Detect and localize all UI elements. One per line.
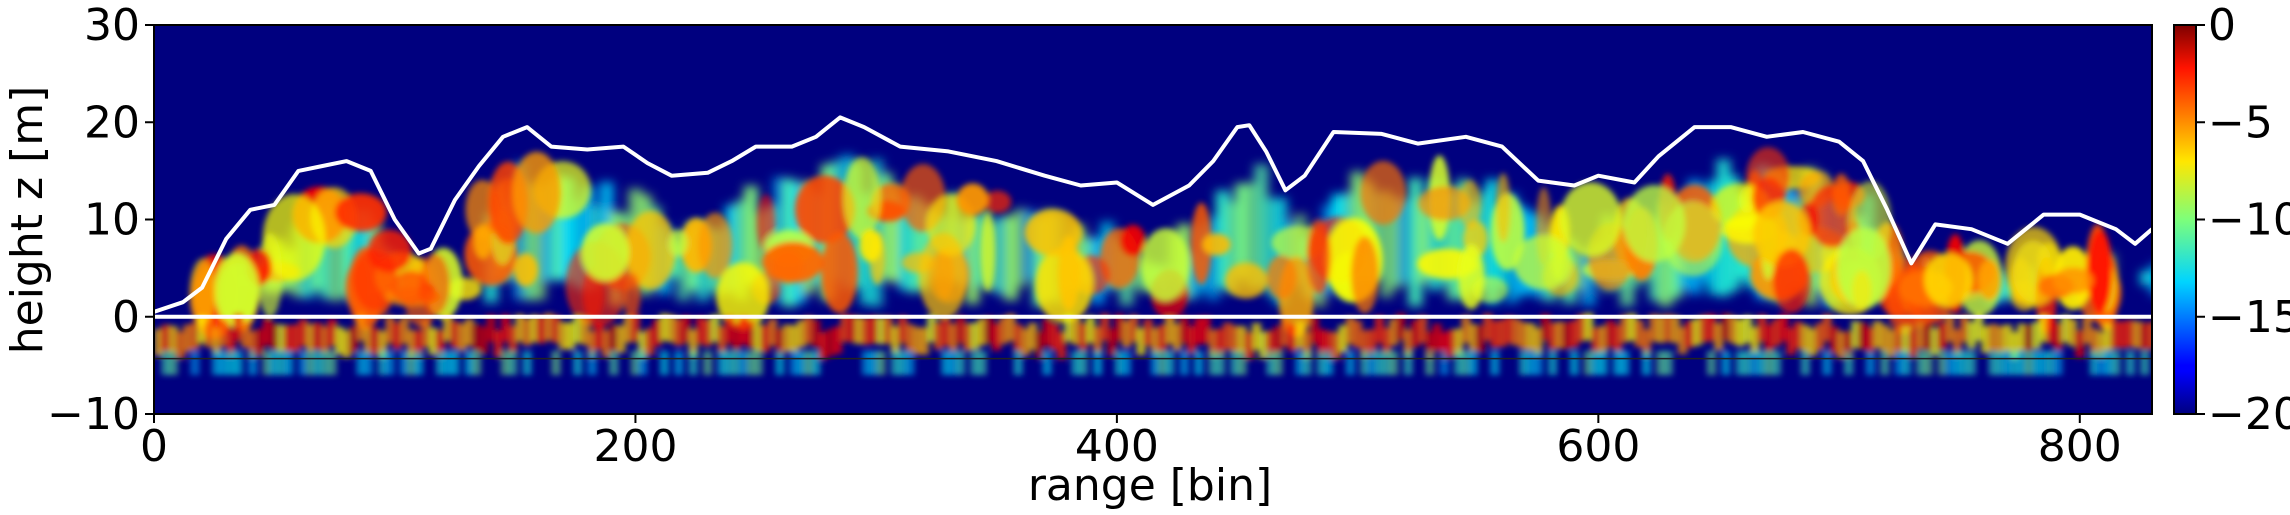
x-tick-label: 800 (2038, 421, 2122, 472)
y-tick-label: 0 (112, 292, 140, 343)
x-tick-label: 400 (1075, 421, 1159, 472)
x-tick-label: 200 (593, 421, 677, 472)
x-axis-label: range [bin] (1028, 460, 1272, 511)
colorbar-tick-label: −15 (2208, 292, 2290, 343)
x-tick-label: 600 (1556, 421, 1640, 472)
colorbar-tick-label: 0 (2208, 0, 2236, 51)
x-tick-label: 0 (140, 421, 168, 472)
colorbar-tick-label: −10 (2208, 195, 2290, 246)
y-axis-label: height z [m] (2, 86, 53, 355)
y-axis: −10 0 10 20 30 (47, 0, 154, 440)
colorbar-tick-label: −5 (2208, 97, 2273, 148)
series-lines (154, 115, 2152, 360)
y-tick-label: −10 (47, 389, 140, 440)
colorbar-tick-label: −20 (2208, 389, 2290, 440)
series-line-0 (154, 115, 2152, 314)
colorbar-axis: 0 −5 −10 −15 −20 (2196, 0, 2290, 440)
x-axis: 0 200 400 600 800 (140, 414, 2122, 472)
y-tick-label: 30 (84, 0, 140, 51)
y-tick-label: 20 (84, 97, 140, 148)
y-tick-label: 10 (84, 195, 140, 246)
colorbar (2173, 24, 2197, 415)
heatmap-texture (154, 147, 2152, 376)
